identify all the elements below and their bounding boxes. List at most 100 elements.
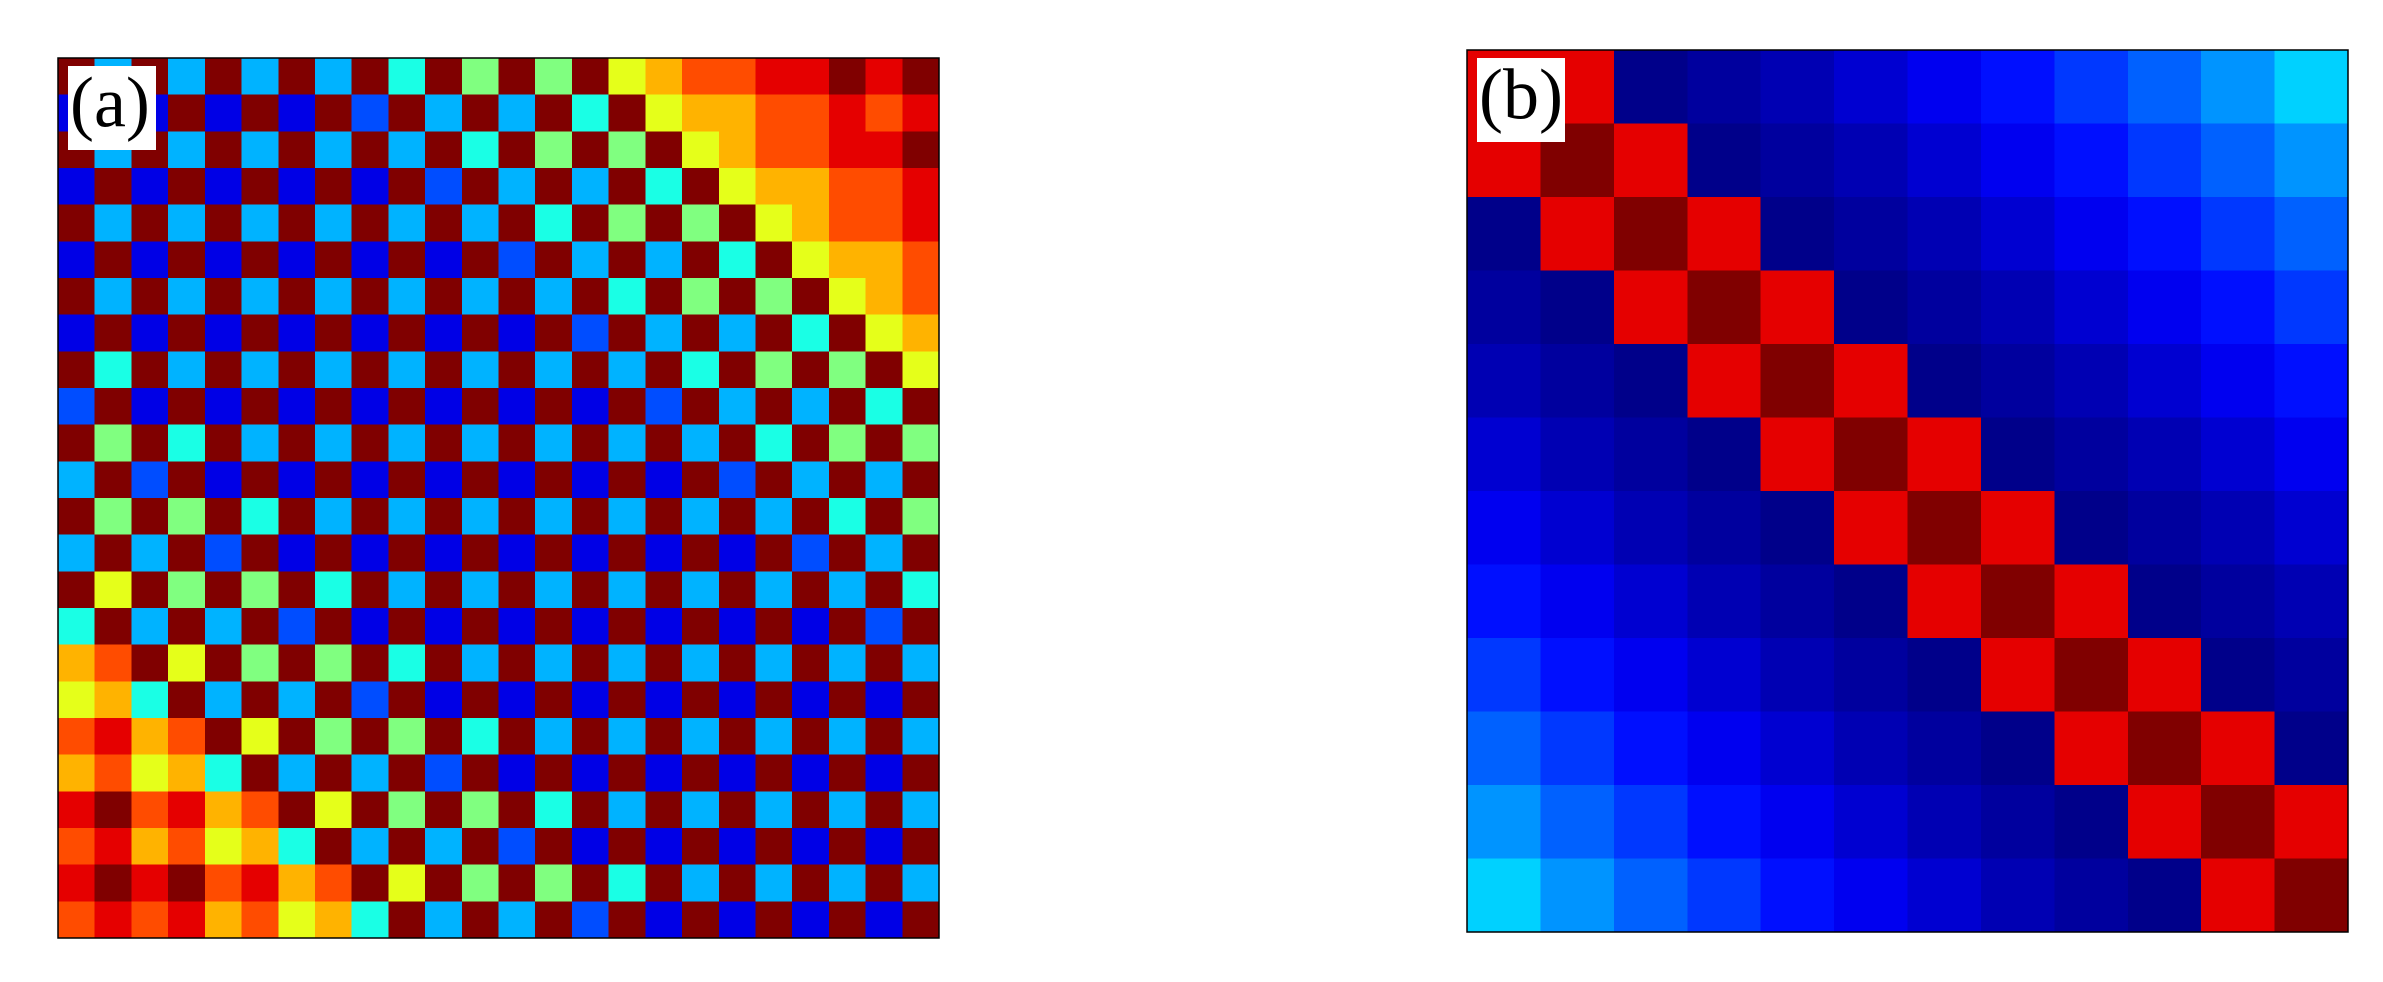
heatmap-cell (168, 94, 206, 132)
heatmap-cell (828, 94, 867, 132)
heatmap-cell (425, 608, 463, 646)
heatmap-cell (204, 901, 243, 939)
heatmap-cell (682, 278, 720, 316)
heatmap-cell (902, 204, 940, 242)
heatmap-cell (682, 718, 720, 756)
heatmap-cell (828, 204, 867, 242)
heatmap-cell (425, 534, 463, 572)
heatmap-cell (461, 204, 500, 242)
heatmap-cell (498, 864, 536, 902)
heatmap-cell (241, 204, 279, 242)
heatmap-cell (388, 278, 426, 316)
heatmap-cell (792, 424, 830, 462)
heatmap-cell (58, 388, 96, 426)
heatmap-cell (828, 131, 867, 169)
heatmap-cell (865, 278, 903, 316)
heatmap-cell (2127, 270, 2202, 345)
heatmap-cell (131, 864, 169, 902)
heatmap-cell (718, 534, 757, 572)
heatmap-cell (314, 204, 353, 242)
heatmap-cell (608, 204, 646, 242)
heatmap-cell (241, 608, 279, 646)
heatmap-cell (828, 58, 867, 96)
heatmap-cell (1613, 270, 1688, 345)
heatmap-cell (425, 278, 463, 316)
heatmap-cell (278, 901, 316, 939)
heatmap-cell (2054, 564, 2129, 639)
heatmap-cell (828, 241, 867, 279)
heatmap-cell (682, 461, 720, 499)
heatmap-cell (498, 681, 536, 719)
heatmap-cell (461, 571, 500, 609)
heatmap-cell (498, 461, 536, 499)
heatmap-cell (278, 681, 316, 719)
heatmap-cell (388, 608, 426, 646)
heatmap-cell (902, 571, 940, 609)
heatmap-cell (58, 204, 96, 242)
panel-label: (b) (1479, 55, 1563, 135)
heatmap-cell (58, 168, 96, 206)
heatmap-cell (1467, 564, 1542, 639)
heatmap-cell (792, 534, 830, 572)
heatmap-cell (131, 388, 169, 426)
heatmap-cell (2054, 491, 2129, 566)
heatmap-cell (1907, 270, 1982, 345)
heatmap-cell (461, 278, 500, 316)
heatmap-cell (2274, 270, 2349, 345)
heatmap-cell (314, 314, 353, 352)
heatmap-cell (168, 424, 206, 462)
heatmap-cell (535, 534, 573, 572)
heatmap-cell (204, 791, 243, 829)
heatmap-cell (278, 131, 316, 169)
heatmap-cell (94, 424, 133, 462)
heatmap-cell (1834, 270, 1909, 345)
heatmap-cell (645, 791, 683, 829)
heatmap-cell (682, 644, 720, 682)
heatmap-cell (2201, 638, 2276, 713)
heatmap-cell (1760, 858, 1835, 933)
heatmap-cell (535, 241, 573, 279)
heatmap-cell (498, 241, 536, 279)
heatmap-cell (58, 901, 96, 939)
heatmap-cell (94, 278, 133, 316)
heatmap-cell (388, 131, 426, 169)
heatmap-cell (828, 498, 867, 536)
heatmap-cell (461, 131, 500, 169)
heatmap-cell (314, 94, 353, 132)
heatmap-cell (1834, 564, 1909, 639)
heatmap-cell (168, 241, 206, 279)
heatmap-cell (1834, 785, 1909, 860)
heatmap-cell (131, 168, 169, 206)
heatmap-cell (1907, 417, 1982, 492)
heatmap-cell (168, 168, 206, 206)
heatmap-cell (278, 534, 316, 572)
heatmap-cell (241, 131, 279, 169)
heatmap-cell (351, 644, 389, 682)
heatmap-cell (755, 791, 793, 829)
heatmap-cell (94, 204, 133, 242)
heatmap-cell (792, 204, 830, 242)
heatmap-cell (1760, 417, 1835, 492)
heatmap-cell (388, 864, 426, 902)
heatmap-cell (608, 644, 646, 682)
heatmap-cell (1613, 858, 1688, 933)
heatmap-cell (314, 571, 353, 609)
heatmap-cell (94, 241, 133, 279)
heatmap-cell (94, 718, 133, 756)
heatmap-cell (1907, 638, 1982, 713)
heatmap-cell (498, 828, 536, 866)
heatmap-cell (792, 168, 830, 206)
heatmap-cell (682, 791, 720, 829)
heatmap-cell (682, 204, 720, 242)
heatmap-cell (425, 351, 463, 389)
heatmap-cell (1834, 711, 1909, 786)
heatmap-cell (425, 241, 463, 279)
heatmap-cell (645, 204, 683, 242)
heatmap-cell (168, 314, 206, 352)
heatmap-cell (902, 131, 940, 169)
heatmap-cell (425, 388, 463, 426)
heatmap-cell (131, 828, 169, 866)
heatmap-cell (461, 351, 500, 389)
heatmap-cell (718, 388, 757, 426)
heatmap-cell (1613, 344, 1688, 419)
